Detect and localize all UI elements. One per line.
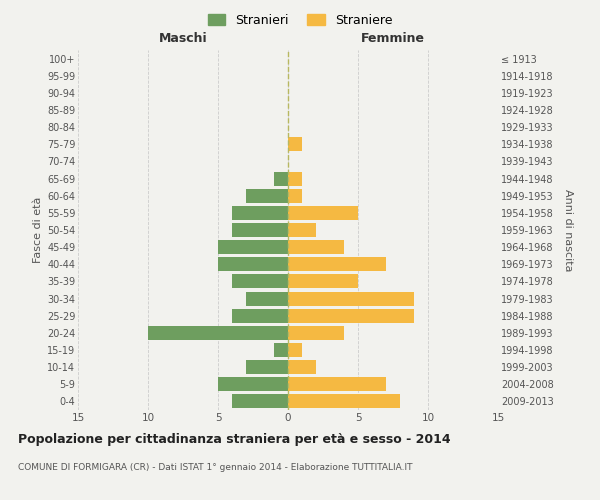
Bar (288, 138, 302, 151)
Legend: Stranieri, Straniere: Stranieri, Straniere (203, 8, 397, 32)
Bar (288, 378, 386, 392)
Bar (274, 172, 288, 185)
Y-axis label: Fasce di età: Fasce di età (32, 197, 43, 263)
Bar (148, 326, 288, 340)
Bar (288, 394, 400, 408)
Bar (218, 378, 288, 392)
Text: Maschi: Maschi (158, 32, 208, 45)
Y-axis label: Anni di nascita: Anni di nascita (563, 188, 573, 271)
Text: Popolazione per cittadinanza straniera per età e sesso - 2014: Popolazione per cittadinanza straniera p… (18, 432, 451, 446)
Bar (288, 274, 358, 288)
Text: Femmine: Femmine (361, 32, 425, 45)
Bar (246, 188, 288, 202)
Bar (246, 360, 288, 374)
Bar (274, 343, 288, 357)
Bar (218, 258, 288, 272)
Bar (288, 206, 358, 220)
Bar (288, 343, 302, 357)
Bar (232, 206, 288, 220)
Bar (288, 223, 316, 237)
Bar (288, 172, 302, 185)
Text: COMUNE DI FORMIGARA (CR) - Dati ISTAT 1° gennaio 2014 - Elaborazione TUTTITALIA.: COMUNE DI FORMIGARA (CR) - Dati ISTAT 1°… (18, 462, 413, 471)
Bar (288, 188, 302, 202)
Bar (288, 360, 316, 374)
Bar (232, 394, 288, 408)
Bar (232, 308, 288, 322)
Bar (218, 240, 288, 254)
Bar (288, 240, 344, 254)
Bar (246, 292, 288, 306)
Bar (288, 326, 344, 340)
Bar (288, 308, 414, 322)
Bar (232, 223, 288, 237)
Bar (288, 258, 386, 272)
Bar (288, 292, 414, 306)
Bar (232, 274, 288, 288)
